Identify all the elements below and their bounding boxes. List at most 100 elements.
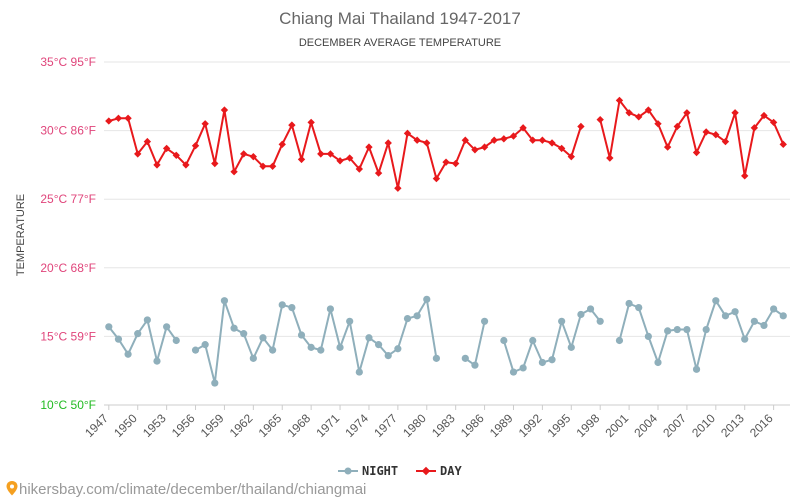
night-point-1993[interactable]	[548, 356, 556, 364]
night-point-2014[interactable]	[750, 317, 758, 325]
day-point-1995[interactable]	[567, 152, 575, 161]
night-point-2011[interactable]	[721, 312, 730, 320]
day-point-1993[interactable]	[548, 139, 556, 147]
day-point-2000[interactable]	[615, 96, 624, 105]
night-point-1971[interactable]	[336, 343, 344, 351]
night-point-2006[interactable]	[673, 325, 681, 334]
night-point-2003[interactable]	[644, 332, 652, 340]
day-point-1976[interactable]	[384, 139, 392, 147]
night-point-2016[interactable]	[770, 305, 778, 313]
day-point-1969[interactable]	[317, 150, 325, 158]
day-point-1947[interactable]	[105, 117, 113, 125]
night-point-2000[interactable]	[615, 336, 624, 345]
day-point-1963[interactable]	[259, 162, 267, 170]
day-point-2001[interactable]	[625, 109, 633, 117]
day-point-2011[interactable]	[721, 137, 730, 146]
day-point-2010[interactable]	[712, 131, 720, 139]
night-point-2017[interactable]	[779, 312, 787, 320]
day-point-1957[interactable]	[201, 120, 209, 128]
night-point-1963[interactable]	[259, 334, 267, 342]
day-point-1964[interactable]	[268, 162, 277, 170]
day-point-1982[interactable]	[442, 158, 450, 166]
night-point-2012[interactable]	[731, 308, 739, 316]
day-point-1996[interactable]	[577, 122, 585, 131]
day-point-2009[interactable]	[702, 128, 710, 136]
night-point-1998[interactable]	[596, 317, 604, 325]
night-point-1973[interactable]	[355, 368, 363, 376]
day-point-1983[interactable]	[451, 159, 460, 168]
night-point-1957[interactable]	[201, 341, 209, 349]
night-point-1952[interactable]	[153, 357, 161, 365]
night-point-2015[interactable]	[760, 321, 768, 330]
night-point-1958[interactable]	[211, 379, 219, 387]
night-point-1990[interactable]	[519, 364, 527, 372]
watermark[interactable]: hikersbay.com/climate/december/thailand/…	[6, 481, 367, 498]
night-point-1950[interactable]	[134, 330, 142, 338]
day-point-1950[interactable]	[134, 150, 142, 158]
day-point-1985[interactable]	[471, 146, 479, 154]
day-point-1961[interactable]	[240, 150, 248, 158]
day-point-1965[interactable]	[278, 140, 286, 148]
day-point-1966[interactable]	[288, 121, 296, 129]
day-point-1960[interactable]	[230, 168, 238, 176]
night-point-2010[interactable]	[712, 297, 720, 305]
night-point-2013[interactable]	[741, 335, 749, 343]
night-point-1966[interactable]	[288, 303, 296, 312]
night-point-1953[interactable]	[163, 323, 171, 331]
day-point-1958[interactable]	[211, 159, 219, 168]
night-point-1975[interactable]	[374, 341, 383, 349]
night-point-1965[interactable]	[278, 301, 286, 309]
night-point-2007[interactable]	[683, 325, 691, 334]
day-point-2013[interactable]	[741, 172, 749, 180]
day-point-1980[interactable]	[423, 139, 431, 147]
night-point-1981[interactable]	[432, 354, 441, 362]
night-point-2009[interactable]	[702, 325, 710, 334]
night-point-1997[interactable]	[586, 305, 595, 313]
day-point-1974[interactable]	[365, 143, 373, 151]
day-point-1992[interactable]	[538, 136, 547, 144]
day-point-1990[interactable]	[519, 124, 527, 132]
night-point-1948[interactable]	[114, 335, 123, 343]
night-point-1964[interactable]	[269, 346, 277, 354]
day-point-1975[interactable]	[374, 169, 383, 177]
night-point-1995[interactable]	[567, 343, 575, 351]
night-point-1980[interactable]	[423, 295, 431, 303]
night-point-1969[interactable]	[317, 346, 325, 354]
night-point-1961[interactable]	[240, 330, 248, 338]
day-point-1988[interactable]	[500, 135, 508, 143]
night-point-1979[interactable]	[413, 312, 421, 320]
night-point-1988[interactable]	[500, 336, 508, 345]
night-point-2008[interactable]	[692, 365, 701, 373]
night-point-1978[interactable]	[403, 314, 412, 323]
night-point-1992[interactable]	[538, 358, 546, 367]
day-point-1998[interactable]	[596, 115, 604, 124]
legend-item-day[interactable]: DAY	[416, 464, 462, 478]
day-point-2014[interactable]	[750, 124, 759, 132]
day-point-1962[interactable]	[249, 152, 258, 161]
day-point-1956[interactable]	[191, 142, 200, 150]
night-point-1996[interactable]	[577, 310, 585, 319]
night-point-1974[interactable]	[365, 334, 373, 342]
day-point-1949[interactable]	[124, 114, 132, 122]
night-point-1947[interactable]	[105, 323, 113, 331]
night-point-2004[interactable]	[654, 358, 662, 367]
night-point-1970[interactable]	[326, 305, 335, 313]
night-point-1956[interactable]	[191, 346, 200, 354]
day-point-1967[interactable]	[297, 155, 306, 164]
day-point-2005[interactable]	[663, 143, 672, 151]
day-point-1994[interactable]	[557, 144, 566, 153]
night-point-1967[interactable]	[297, 331, 306, 339]
day-point-2017[interactable]	[779, 140, 787, 148]
night-point-1959[interactable]	[220, 297, 229, 305]
night-point-1949[interactable]	[124, 350, 132, 358]
night-point-1986[interactable]	[480, 317, 489, 325]
day-point-2002[interactable]	[635, 113, 643, 121]
day-point-1959[interactable]	[220, 106, 229, 114]
night-point-1960[interactable]	[230, 324, 238, 332]
day-point-2012[interactable]	[731, 109, 739, 117]
night-point-1962[interactable]	[249, 354, 257, 362]
day-point-1948[interactable]	[114, 114, 123, 122]
night-point-1951[interactable]	[143, 316, 151, 324]
day-point-1968[interactable]	[307, 118, 315, 127]
night-point-1991[interactable]	[529, 336, 537, 345]
